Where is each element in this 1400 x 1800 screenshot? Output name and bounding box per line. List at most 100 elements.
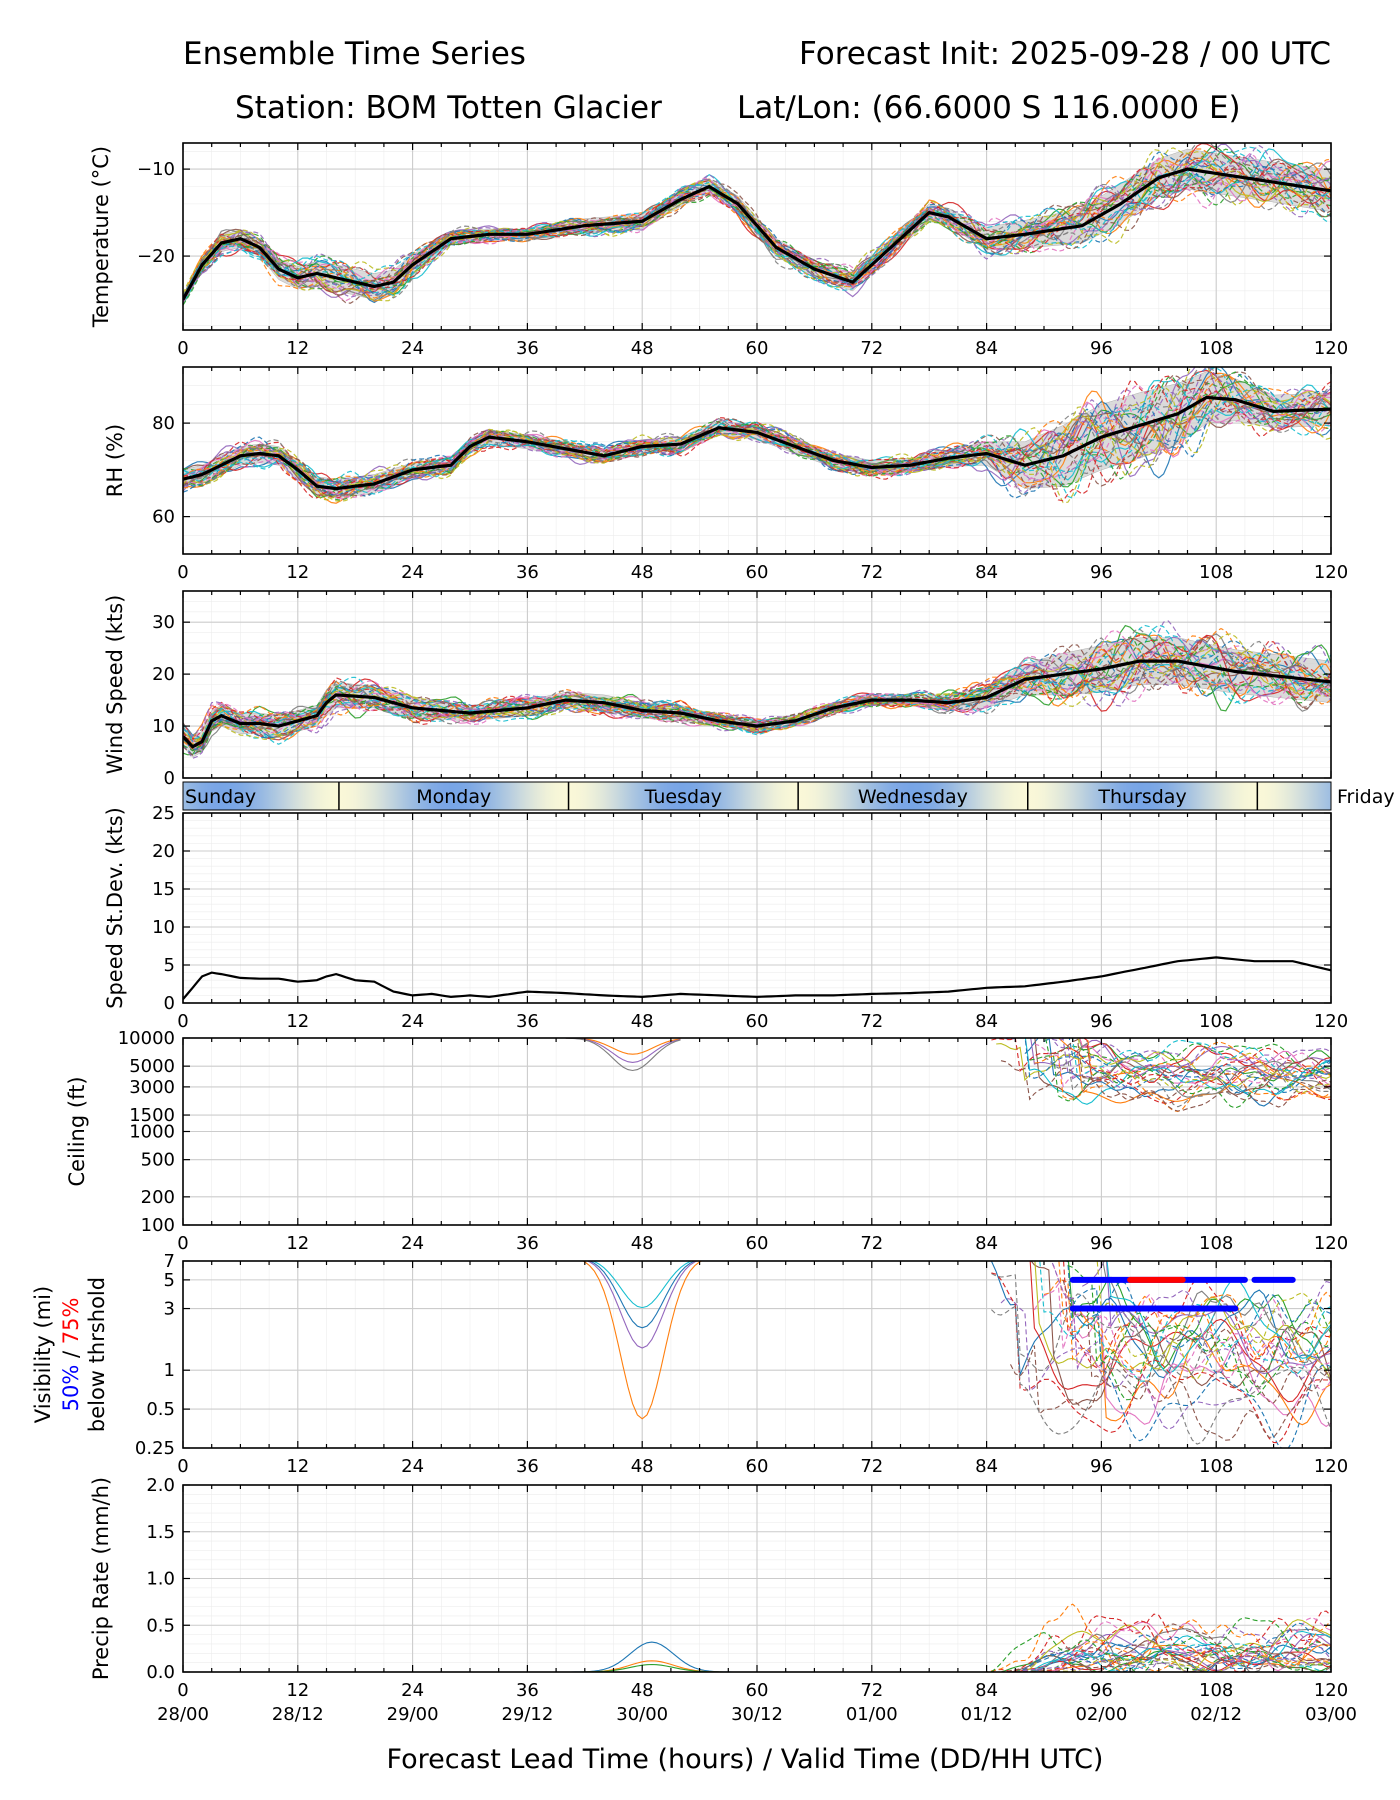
- day-strip: Sunday Monday Tuesday Wednesday Thursday Frid…: [182, 781, 1395, 811]
- visibility-member-26: [1010, 1345, 1331, 1441]
- valid-time-label: 28/12: [272, 1704, 324, 1725]
- valid-time-label: 29/12: [501, 1704, 553, 1725]
- valid-time-label: 30/00: [616, 1704, 668, 1725]
- visibility-member-25: [1050, 1261, 1331, 1371]
- ceiling-member-18: [1043, 1056, 1331, 1108]
- visibility-day2-member-4: [591, 1261, 694, 1309]
- rh-member-24: [183, 380, 1331, 502]
- speed_stdev-y-tick-label: 0: [164, 993, 175, 1014]
- visibility-x-tick-label: 72: [860, 1456, 883, 1477]
- visibility-y-tick-label: 0.25: [135, 1438, 175, 1459]
- rh-member-30: [183, 385, 1331, 495]
- visibility-plot-area: [581, 1261, 1331, 1448]
- visibility-member-12: [1043, 1279, 1331, 1373]
- wind_speed-y-tick-label: 10: [152, 716, 175, 737]
- ceiling-member-24: [991, 1038, 1331, 1087]
- panel-temperature: −20 −10 0 12 24 36 48 60 72 84 96 108 120 Temperature…: [89, 142, 1348, 359]
- precip-x-tick-label: 36: [516, 1680, 539, 1701]
- precip-member-17: [183, 1617, 1331, 1672]
- visibility-x-tick-label: 84: [975, 1456, 998, 1477]
- precip-x-tick-label: 96: [1090, 1680, 1113, 1701]
- rh-member-16: [183, 371, 1331, 497]
- precip-x-ticks: [182, 1485, 1332, 1672]
- speed_stdev-x-tick-label: 24: [401, 1011, 424, 1032]
- temperature-x-tick-label: 84: [975, 338, 998, 359]
- visibility-x-tick-label: 24: [401, 1456, 424, 1477]
- rh-x-tick-label: 24: [401, 562, 424, 583]
- wind_speed-y-axis-label: Wind Speed (kts): [103, 595, 127, 775]
- wind_speed-member-25: [183, 639, 1331, 738]
- speed_stdev-x-ticks: [182, 813, 1332, 1003]
- precip-member-16: [183, 1623, 1331, 1672]
- ceiling-x-tick-label: 120: [1314, 1233, 1348, 1254]
- ceiling-x-tick-label: 24: [401, 1233, 424, 1254]
- valid-time-label: 02/00: [1075, 1704, 1127, 1725]
- temperature-member-26: [183, 163, 1331, 299]
- valid-time-label: 28/00: [157, 1704, 209, 1725]
- temperature-x-tick-label: 108: [1199, 338, 1233, 359]
- valid-time-label: 02/12: [1190, 1704, 1242, 1725]
- precip-x-tick-label: 48: [631, 1680, 654, 1701]
- wind_speed-plot-area: [183, 620, 1331, 760]
- rh-member-19: [183, 385, 1331, 504]
- ceiling-y-axis-label: Ceiling (ft): [65, 1076, 89, 1186]
- speed_stdev-y-axis-label: Speed St.Dev. (kts): [103, 807, 127, 1009]
- visibility-member-16: [1062, 1279, 1331, 1404]
- wind_speed-member-20: [183, 624, 1331, 744]
- ceiling-member-19: [1077, 1038, 1331, 1094]
- wind_speed-member-12: [183, 627, 1331, 745]
- precip-x-tick-label: 108: [1199, 1680, 1233, 1701]
- speed_stdev-x-tick-label: 48: [631, 1011, 654, 1032]
- precip-y-tick-label: 2.0: [146, 1475, 175, 1496]
- ceiling-y-tick-label: 1500: [129, 1105, 175, 1126]
- title-right: Forecast Init: 2025-09-28 / 00 UTC: [799, 36, 1331, 72]
- panels: −20−100 12 24 36 48 60 72 84 96 108 120Temperature…: [31, 142, 1357, 1725]
- speed_stdev-y-tick-label: 10: [152, 917, 175, 938]
- rh-x-tick-label: 0: [177, 562, 188, 583]
- precip-y-tick-label: 0.0: [146, 1662, 175, 1683]
- rh-member-28: [183, 383, 1331, 497]
- ceiling-member-25: [1051, 1038, 1331, 1089]
- legend-75pct: 75%: [59, 1298, 83, 1345]
- speed_stdev-x-tick-label: 12: [286, 1011, 309, 1032]
- ceiling-member-12: [1034, 1055, 1331, 1113]
- visibility-x-tick-label: 48: [631, 1456, 654, 1477]
- visibility-y-tick-label: 5: [164, 1270, 175, 1291]
- precip-x-tick-label: 0: [177, 1680, 188, 1701]
- speed_stdev-x-tick-label: 96: [1090, 1011, 1113, 1032]
- panel-visibility: 0.25 0.5 1 3 57 0 12 24 36 48 60 72 84 96 108 120 Visibi…: [31, 1251, 1348, 1477]
- precip-x-tick-label: 120: [1314, 1680, 1348, 1701]
- ceiling-day2-member-2: [565, 1038, 681, 1063]
- wind_speed-member-27: [183, 629, 1331, 747]
- visibility-y-tick-label: 0.5: [146, 1399, 175, 1420]
- rh-ensemble-mean: [183, 395, 1331, 491]
- precip-member-26: [183, 1655, 1331, 1672]
- ceiling-x-tick-label: 36: [516, 1233, 539, 1254]
- visibility-minor-grid: [211, 1261, 1303, 1448]
- visibility-member-27: [1033, 1282, 1331, 1399]
- precip-member-11: [183, 1645, 1331, 1672]
- rh-member-17: [183, 386, 1331, 488]
- valid-time-label: 03/00: [1305, 1704, 1357, 1725]
- precip-y-tick-label: 0.5: [146, 1615, 175, 1636]
- visibility-x-tick-label: 36: [516, 1456, 539, 1477]
- rh-plot-area: [183, 367, 1331, 504]
- x-axis-label: Forecast Lead Time (hours) / Valid Time …: [387, 1744, 1104, 1775]
- station-label: Station: BOM Totten Glacier: [235, 90, 662, 126]
- panel-precip: 0.0 0.5 1.0 1.5 2.0 0 12 24 36 48 60 72 84 96 108 120 28…: [89, 1475, 1357, 1725]
- ceiling-x-tick-label: 108: [1199, 1233, 1233, 1254]
- visibility-member-1: [990, 1261, 1331, 1379]
- rh-y-tick-label: 60: [152, 507, 175, 528]
- precip-member-21: [183, 1622, 1331, 1672]
- ceiling-y-tick-label: 1000: [129, 1122, 175, 1143]
- rh-member-7: [183, 389, 1331, 500]
- visibility-member-11: [1065, 1261, 1331, 1374]
- precip-member-7: [183, 1621, 1331, 1672]
- speed_stdev-y-tick-label: 20: [152, 841, 175, 862]
- wind_speed-member-14: [183, 634, 1331, 742]
- speed_stdev-y-tick-label: 5: [164, 955, 175, 976]
- visibility-member-18: [991, 1273, 1331, 1379]
- visibility-day2-member-3: [586, 1261, 699, 1349]
- ceiling-x-tick-label: 0: [177, 1233, 188, 1254]
